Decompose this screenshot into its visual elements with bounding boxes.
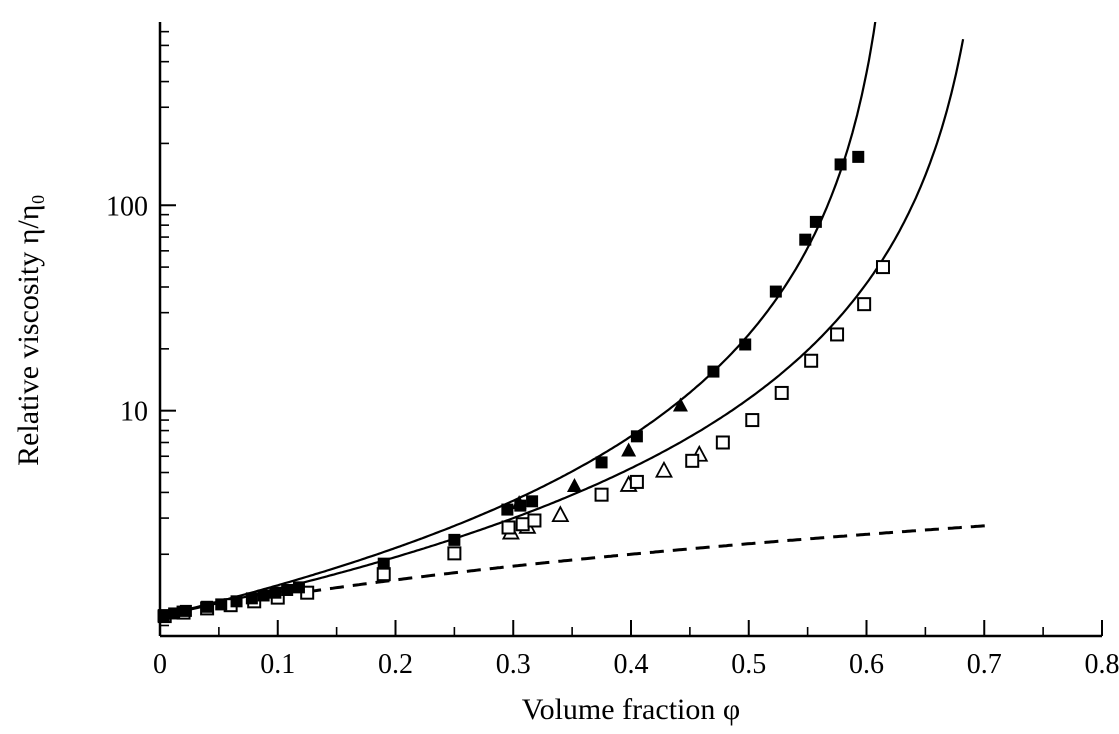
data-point-marker (292, 581, 305, 594)
y-tick-label: 10 (120, 397, 148, 428)
data-point-marker (551, 505, 570, 523)
dilute-limit-dashed-curve (307, 523, 991, 594)
tick-labels-layer: 0 0.1 0.2 0.3 0.4 0.5 0.6 0.7 0.8 10 100 (106, 191, 1119, 680)
data-point-marker (501, 520, 516, 535)
data-point-marker (745, 413, 760, 428)
data-point-marker (834, 158, 847, 171)
data-point-marker (595, 456, 608, 469)
data-point-marker (566, 477, 582, 492)
data-point-marker (215, 598, 228, 611)
x-tick-label: 0.1 (260, 649, 295, 680)
data-point-marker (168, 607, 181, 620)
data-point-marker (629, 474, 644, 489)
data-points-layer (157, 150, 890, 624)
data-point-marker (715, 435, 730, 450)
data-point-marker (514, 499, 527, 512)
data-point-marker (281, 583, 294, 596)
data-point-marker (377, 557, 390, 570)
data-point-marker (501, 503, 514, 516)
data-point-marker (707, 365, 720, 378)
data-point-marker (594, 487, 609, 502)
axes-layer (158, 22, 1102, 638)
x-tick-label: 0.7 (967, 649, 1002, 680)
x-tick-label: 0.4 (614, 649, 649, 680)
y-tick-label: 100 (106, 191, 148, 222)
low-shear-fit-curve (159, 22, 877, 618)
data-point-marker (515, 517, 530, 532)
y-axis-label: Relative viscosity η/η₀ (12, 194, 45, 466)
data-point-marker (809, 215, 822, 228)
data-point-marker (672, 397, 688, 412)
data-point-marker (269, 586, 282, 599)
data-point-marker (527, 513, 542, 528)
data-point-marker (526, 495, 539, 508)
data-point-marker (857, 297, 872, 312)
x-tick-label: 0.2 (378, 649, 413, 680)
data-point-marker (875, 260, 890, 275)
data-point-marker (447, 546, 462, 561)
data-point-marker (799, 233, 812, 246)
x-tick-label: 0.5 (731, 649, 766, 680)
data-point-marker (685, 453, 700, 468)
data-point-marker (774, 385, 789, 400)
tick-marks-layer (159, 30, 1103, 637)
data-point-marker (621, 442, 637, 457)
data-point-marker (230, 595, 243, 608)
data-point-marker (804, 353, 819, 368)
data-point-marker (654, 460, 673, 478)
data-point-marker (201, 600, 214, 613)
data-point-marker (830, 327, 845, 342)
data-point-marker (448, 533, 461, 546)
data-point-marker (769, 285, 782, 298)
data-point-marker (376, 567, 391, 582)
x-tick-label: 0.6 (849, 649, 884, 680)
data-point-marker (852, 150, 865, 163)
x-axis-label: Volume fraction φ (522, 693, 740, 726)
x-tick-label: 0.8 (1085, 649, 1119, 680)
x-tick-label: 0.3 (496, 649, 531, 680)
data-point-marker (257, 589, 270, 602)
data-point-marker (630, 430, 643, 443)
x-tick-label: 0 (153, 649, 167, 680)
data-point-marker (739, 338, 752, 351)
data-point-marker (179, 604, 192, 617)
data-point-marker (245, 592, 258, 605)
